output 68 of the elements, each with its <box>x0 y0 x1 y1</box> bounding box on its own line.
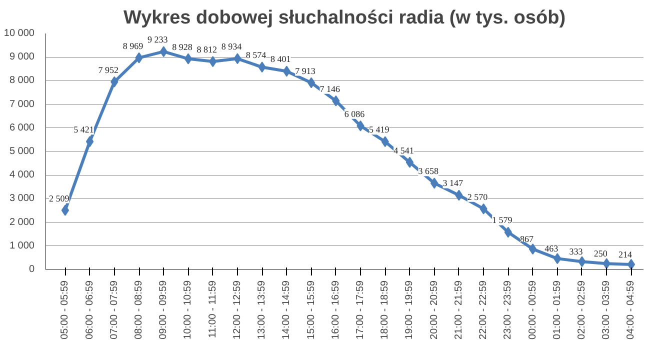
data-label: 8 812 <box>196 44 217 55</box>
x-tick-label: 17:00 - 17:59 <box>354 280 366 340</box>
x-tick-label: 18:00 - 18:59 <box>380 280 391 340</box>
y-tick-label: 4 000 <box>9 170 35 181</box>
x-tick-label: 20:00 - 20:59 <box>428 280 440 340</box>
point <box>430 178 438 189</box>
data-label: 2 570 <box>467 192 488 202</box>
y-tick-label: 2 000 <box>9 216 35 228</box>
x-tick-label: 16:00 - 16:59 <box>330 280 342 340</box>
x-tick-label: 10:00 - 10:59 <box>182 280 194 340</box>
data-label: 333 <box>569 246 584 257</box>
data-label: 463 <box>544 244 559 254</box>
data-label: 867 <box>520 234 534 244</box>
y-tick-label: 5 000 <box>9 146 35 157</box>
x-tick-label: 14:00 - 14:59 <box>281 280 292 340</box>
y-tick-label: 10 000 <box>4 28 35 39</box>
point <box>86 136 94 148</box>
x-tick-label: 13:00 - 13:59 <box>256 280 268 340</box>
x-tick-label: 00:00 - 00:59 <box>527 280 538 340</box>
y-tick-label: 3 000 <box>9 193 35 204</box>
data-label: 9 233 <box>148 34 168 45</box>
data-label: 7 952 <box>98 64 119 75</box>
point <box>184 53 192 64</box>
y-tick-label: 7 000 <box>9 98 35 110</box>
data-label: 7 913 <box>295 66 316 76</box>
y-tick-label: 8 000 <box>9 75 35 86</box>
data-label: 8 934 <box>221 42 242 52</box>
x-tick-label: 04:00 - 04:59 <box>626 280 637 340</box>
point <box>528 244 537 255</box>
data-label: 7 146 <box>320 84 341 94</box>
data-label: 214 <box>618 249 632 260</box>
data-label: 8 574 <box>246 50 267 60</box>
point <box>627 258 636 270</box>
x-tick-label: 05:00 - 05:59 <box>60 280 71 340</box>
x-tick-label: 22:00 - 22:59 <box>478 280 490 340</box>
chart-title: Wykres dobowej słuchalności radia (w tys. osób) <box>123 8 566 28</box>
data-label: 250 <box>594 248 608 259</box>
x-tick-label: 12:00 - 12:59 <box>232 280 243 340</box>
data-label: 3 658 <box>418 166 439 176</box>
x-tick-label: 09:00 - 09:59 <box>158 280 170 340</box>
x-tick-label: 19:00 - 19:59 <box>404 280 416 340</box>
data-label: 1 579 <box>492 215 513 226</box>
x-tick-label: 06:00 - 06:59 <box>84 280 96 340</box>
x-tick-label: 23:00 - 23:59 <box>502 280 514 340</box>
data-label: 3 147 <box>442 178 464 188</box>
x-tick-label: 21:00 - 21:59 <box>453 280 464 340</box>
x-tick-label: 02:00 - 02:59 <box>576 280 588 340</box>
x-tick-label: 03:00 - 03:59 <box>601 280 612 340</box>
y-tick-label: 0 <box>28 264 35 275</box>
data-label: 8 401 <box>270 54 291 64</box>
x-tick-label: 01:00 - 01:59 <box>552 280 563 340</box>
data-label: 5 419 <box>368 124 390 135</box>
data-label: 8 928 <box>172 42 193 52</box>
data-label: 8 969 <box>122 40 144 51</box>
x-tick-label: 15:00 - 15:59 <box>306 280 317 340</box>
data-label: 2 509 <box>49 193 70 204</box>
point <box>406 156 414 168</box>
x-tick-label: 07:00 - 07:59 <box>108 280 120 340</box>
y-tick-label: 6 000 <box>9 122 35 134</box>
x-tick-label: 11:00 - 11:59 <box>207 280 218 338</box>
data-label: 6 086 <box>344 108 366 119</box>
point <box>61 204 70 216</box>
data-label: 5 421 <box>74 124 94 135</box>
x-tick-label: 08:00 - 08:59 <box>134 280 145 340</box>
y-tick-label: 1 000 <box>9 240 35 252</box>
point <box>307 77 316 88</box>
data-label: 4 541 <box>394 145 414 156</box>
y-tick-label: 9 000 <box>9 52 35 63</box>
